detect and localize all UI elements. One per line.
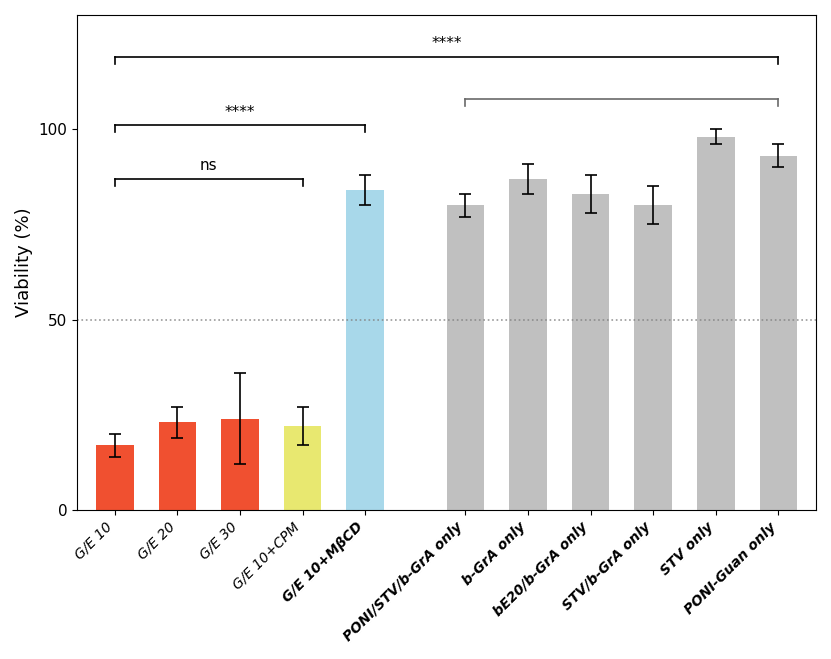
Bar xyxy=(347,190,384,510)
Bar xyxy=(96,445,134,510)
Bar xyxy=(572,194,609,510)
Text: ****: **** xyxy=(431,36,462,51)
Bar xyxy=(159,422,196,510)
Bar xyxy=(446,206,484,510)
Bar xyxy=(634,206,672,510)
Bar xyxy=(283,426,322,510)
Bar xyxy=(697,137,735,510)
Bar xyxy=(760,156,797,510)
Bar xyxy=(221,418,258,510)
Bar xyxy=(509,179,547,510)
Text: ****: **** xyxy=(224,105,255,120)
Text: ns: ns xyxy=(199,158,218,173)
Y-axis label: Viability (%): Viability (%) xyxy=(15,208,33,318)
